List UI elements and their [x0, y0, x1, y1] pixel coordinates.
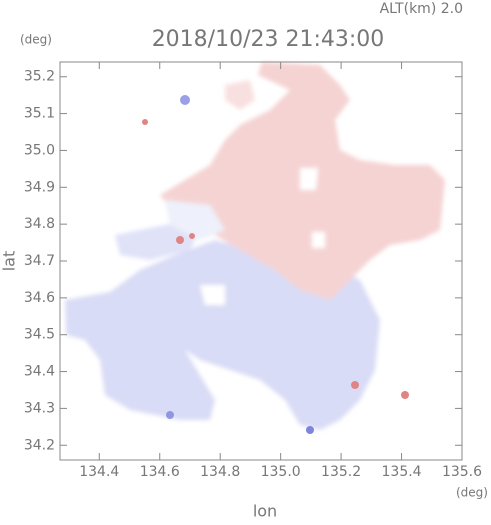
y-tick-label: 35.0	[24, 142, 55, 158]
y-tick-label: 34.6	[24, 290, 55, 306]
y-tick-label: 34.4	[24, 364, 55, 380]
y-tick-label: 34.5	[24, 327, 55, 343]
chart-title: 2018/10/23 21:43:00	[152, 27, 385, 52]
y-tick-label: 34.2	[24, 437, 55, 453]
x-unit: (deg)	[456, 486, 488, 500]
x-tick-label: 135.2	[321, 464, 361, 480]
x-axis-label: lon	[253, 502, 277, 521]
radar-speckles	[142, 95, 409, 434]
radar-field	[65, 62, 445, 430]
y-tick-label: 34.9	[24, 179, 55, 195]
y-tick-label: 34.7	[24, 253, 55, 269]
y-tick-label: 35.2	[24, 69, 55, 85]
x-tick-label: 135.6	[442, 464, 482, 480]
x-tick-label: 135.4	[382, 464, 422, 480]
y-tick-label: 34.8	[24, 216, 55, 232]
x-tick-label: 134.8	[200, 464, 240, 480]
altitude: ALT(km) 2.0	[380, 1, 463, 17]
y-tick-label: 34.3	[24, 400, 55, 416]
y-unit: (deg)	[20, 33, 52, 47]
y-axis-label: lat	[0, 251, 19, 272]
x-tick-label: 134.6	[140, 464, 180, 480]
y-tick-label: 35.1	[24, 106, 55, 122]
x-tick-label: 135.0	[261, 464, 301, 480]
x-tick-label: 134.4	[79, 464, 119, 480]
